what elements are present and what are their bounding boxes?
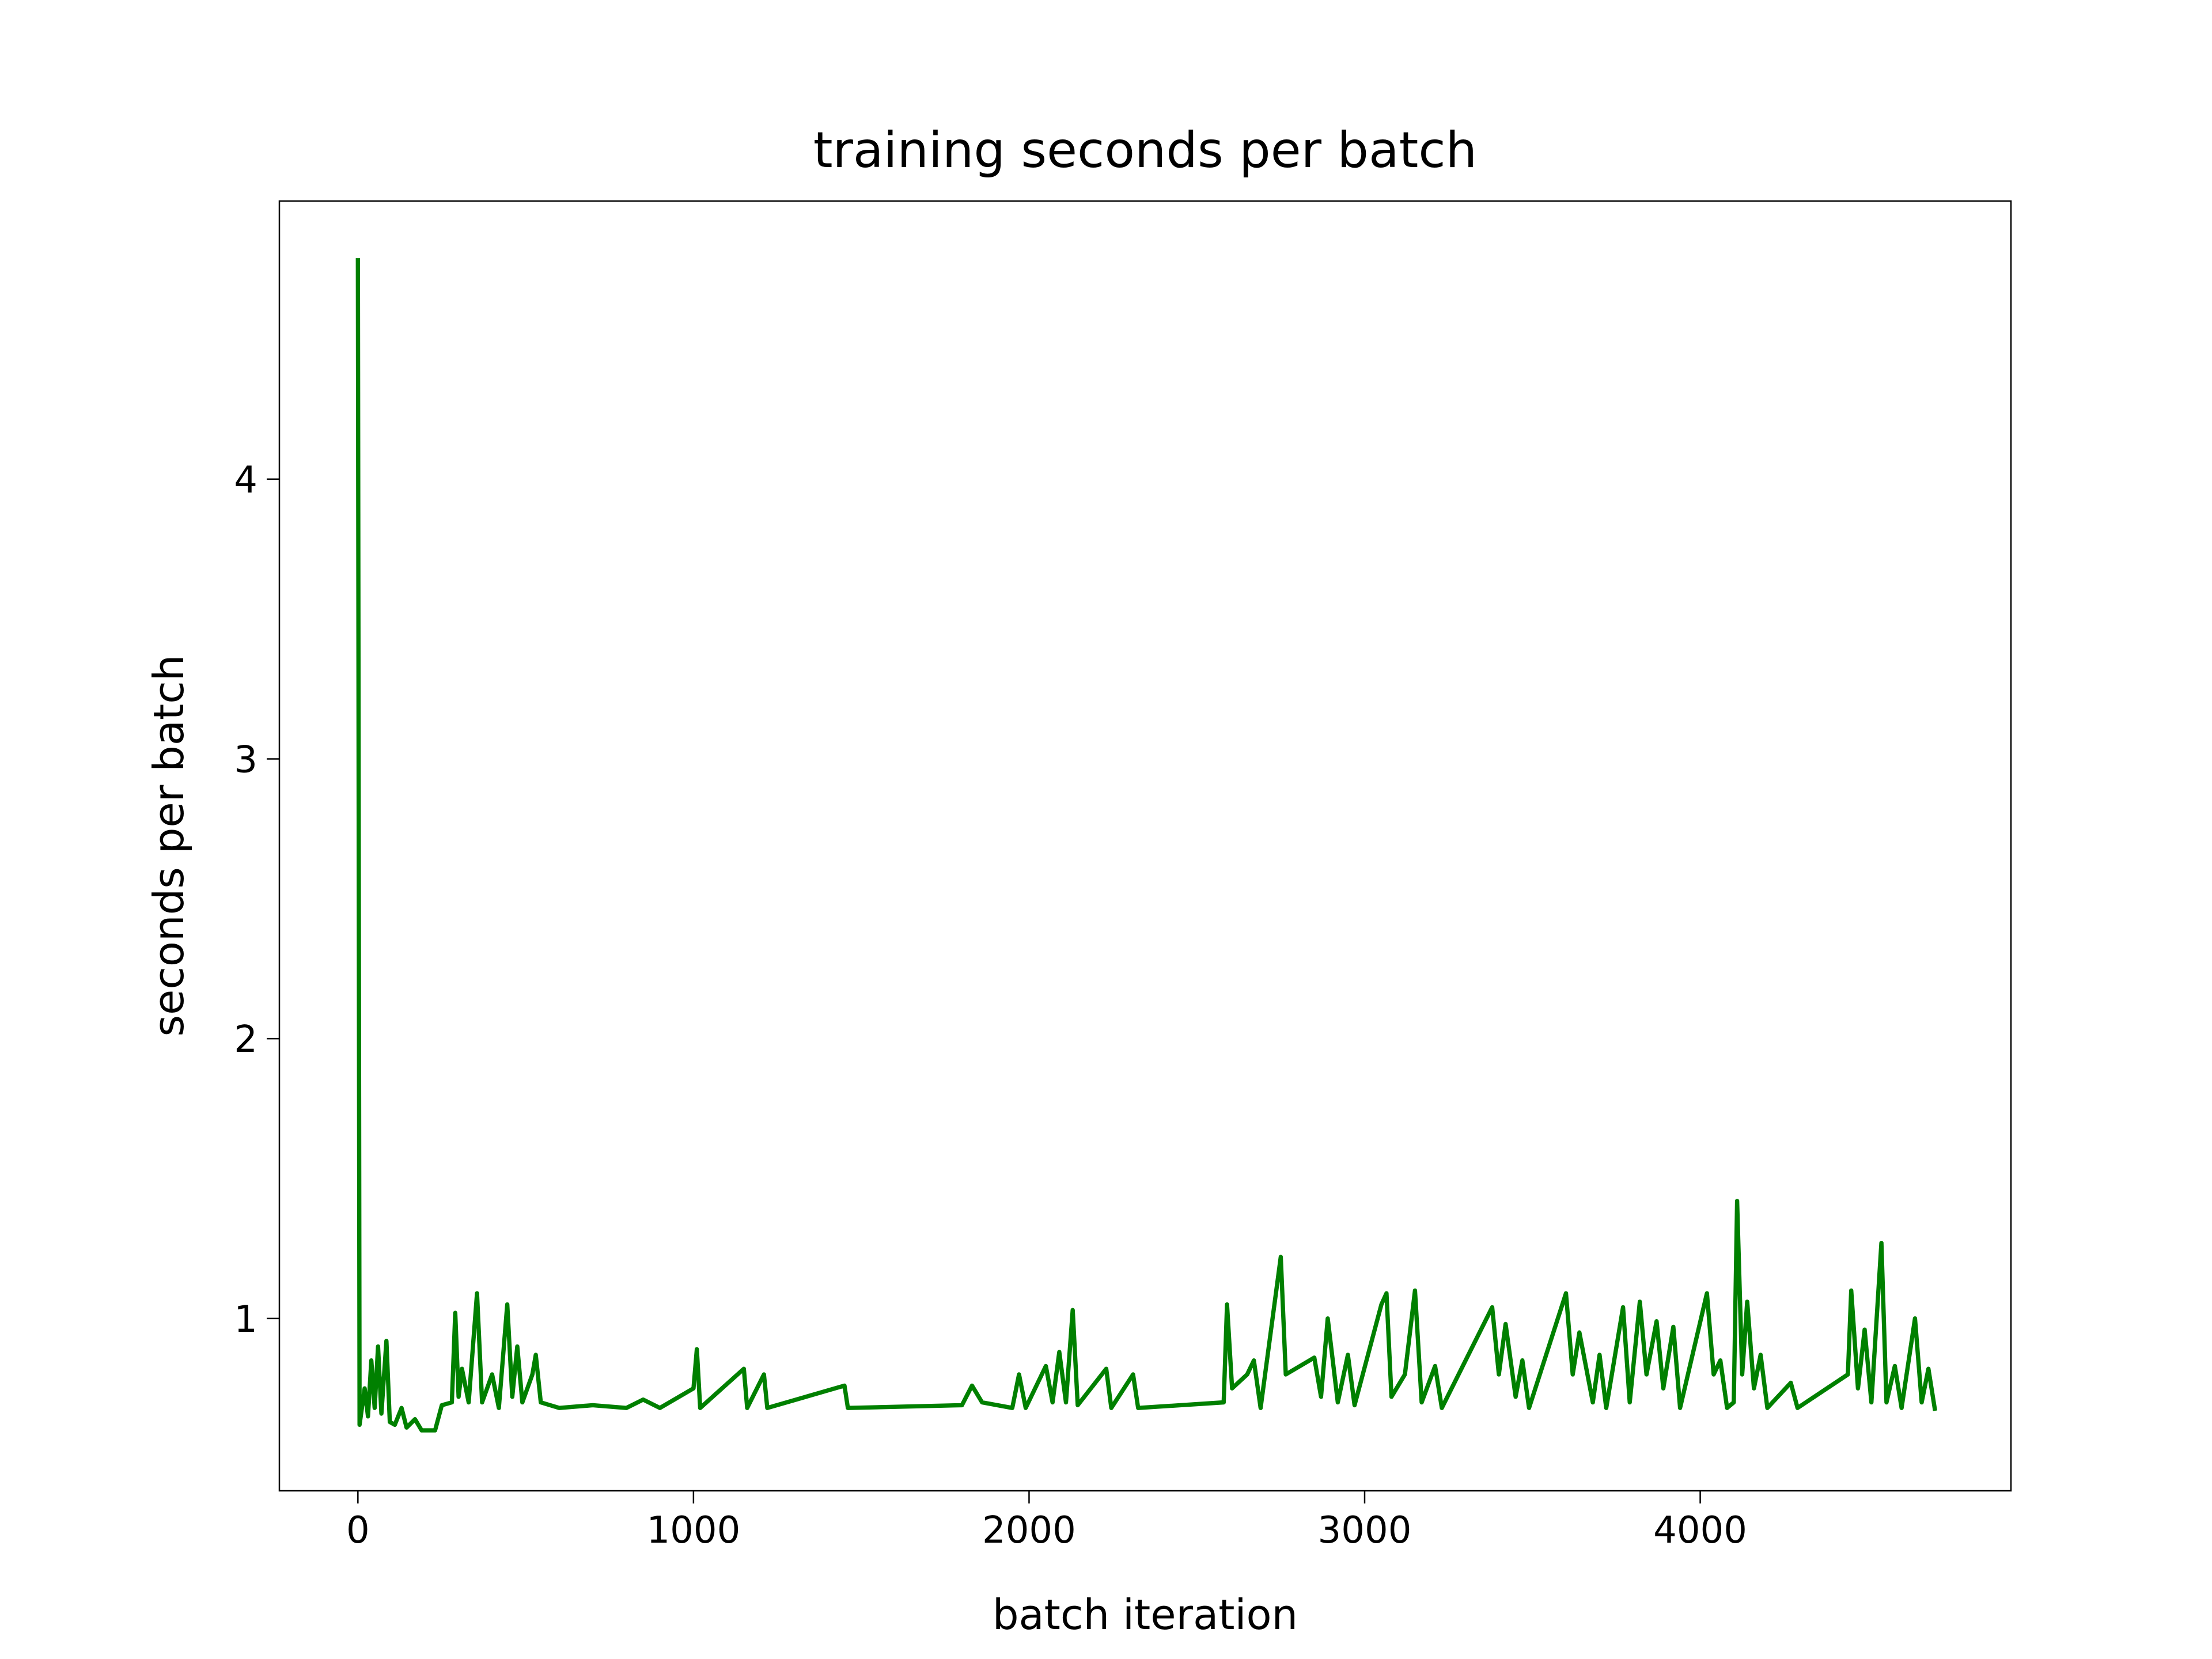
data-line <box>355 258 1937 1433</box>
chart-title: training seconds per batch <box>813 122 1477 179</box>
y-tick-label: 3 <box>234 738 257 781</box>
x-tick-label: 0 <box>346 1509 370 1552</box>
x-tick-label: 1000 <box>646 1509 740 1552</box>
y-tick-label: 2 <box>234 1018 257 1061</box>
x-tick-label: 2000 <box>982 1509 1076 1552</box>
y-tick-label: 1 <box>234 1298 257 1341</box>
x-axis-label: batch iteration <box>993 1590 1298 1639</box>
plot-frame <box>278 200 2012 1492</box>
x-tick-label: 4000 <box>1653 1509 1747 1552</box>
x-tick-label: 3000 <box>1318 1509 1412 1552</box>
y-tick-label: 4 <box>234 459 257 502</box>
y-axis-label: seconds per batch <box>145 655 193 1037</box>
